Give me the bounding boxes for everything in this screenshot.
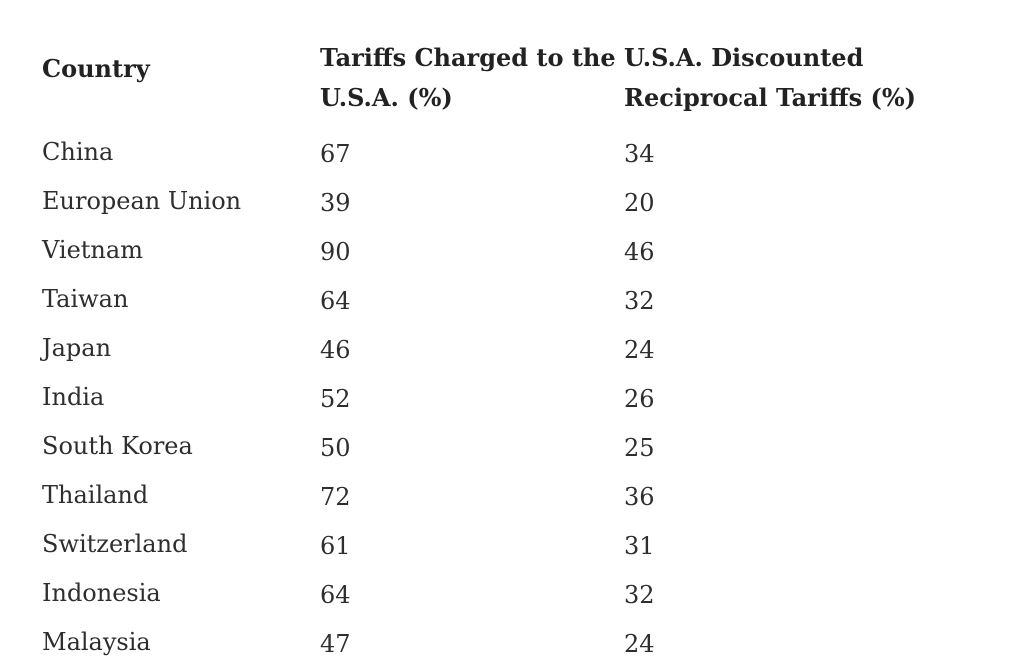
cell-tariffs-charged: 67 [320, 140, 351, 168]
cell-country: Thailand [42, 481, 149, 509]
cell-tariffs-charged: 90 [320, 238, 351, 266]
table-row: Thailand 72 36 [42, 471, 984, 520]
cell-tariffs-charged: 50 [320, 434, 351, 462]
cell-tariffs-charged: 52 [320, 385, 351, 413]
cell-reciprocal-tariff: 46 [624, 238, 655, 266]
column-header-tariffs-charged: Tariffs Charged to the U.S.A. (%) [320, 43, 616, 112]
cell-reciprocal-tariff: 20 [624, 189, 655, 217]
table-header-row: Country Tariffs Charged to the U.S.A. (%… [42, 38, 984, 128]
cell-country: Japan [42, 334, 112, 362]
cell-reciprocal-tariff: 25 [624, 434, 655, 462]
cell-country: South Korea [42, 432, 193, 460]
cell-tariffs-charged: 64 [320, 581, 351, 609]
table-row: Switzerland 61 31 [42, 520, 984, 569]
cell-tariffs-charged: 39 [320, 189, 351, 217]
cell-reciprocal-tariff: 24 [624, 336, 655, 364]
column-header-reciprocal-tariffs: U.S.A. Discounted Reciprocal Tariffs (%) [624, 43, 916, 112]
table-row: Vietnam 90 46 [42, 226, 984, 275]
cell-tariffs-charged: 46 [320, 336, 351, 364]
table-row: India 52 26 [42, 373, 984, 422]
cell-tariffs-charged: 72 [320, 483, 351, 511]
tariff-table: Country Tariffs Charged to the U.S.A. (%… [42, 38, 984, 667]
table-row: South Korea 50 25 [42, 422, 984, 471]
cell-country: European Union [42, 187, 242, 215]
cell-country: Malaysia [42, 628, 151, 656]
cell-country: Indonesia [42, 579, 161, 607]
cell-reciprocal-tariff: 32 [624, 581, 655, 609]
table-row: Taiwan 64 32 [42, 275, 984, 324]
cell-country: Vietnam [42, 236, 143, 264]
cell-tariffs-charged: 64 [320, 287, 351, 315]
cell-country: Switzerland [42, 530, 188, 558]
table-row: European Union 39 20 [42, 177, 984, 226]
table-row: Japan 46 24 [42, 324, 984, 373]
cell-tariffs-charged: 47 [320, 630, 351, 658]
column-header-country: Country [42, 54, 150, 83]
cell-reciprocal-tariff: 36 [624, 483, 655, 511]
cell-country: China [42, 138, 114, 166]
cell-reciprocal-tariff: 24 [624, 630, 655, 658]
cell-reciprocal-tariff: 31 [624, 532, 655, 560]
cell-country: India [42, 383, 105, 411]
cell-reciprocal-tariff: 34 [624, 140, 655, 168]
cell-country: Taiwan [42, 285, 129, 313]
cell-tariffs-charged: 61 [320, 532, 351, 560]
cell-reciprocal-tariff: 26 [624, 385, 655, 413]
table-row: China 67 34 [42, 128, 984, 177]
table-row: Malaysia 47 24 [42, 618, 984, 667]
table-row: Indonesia 64 32 [42, 569, 984, 618]
cell-reciprocal-tariff: 32 [624, 287, 655, 315]
